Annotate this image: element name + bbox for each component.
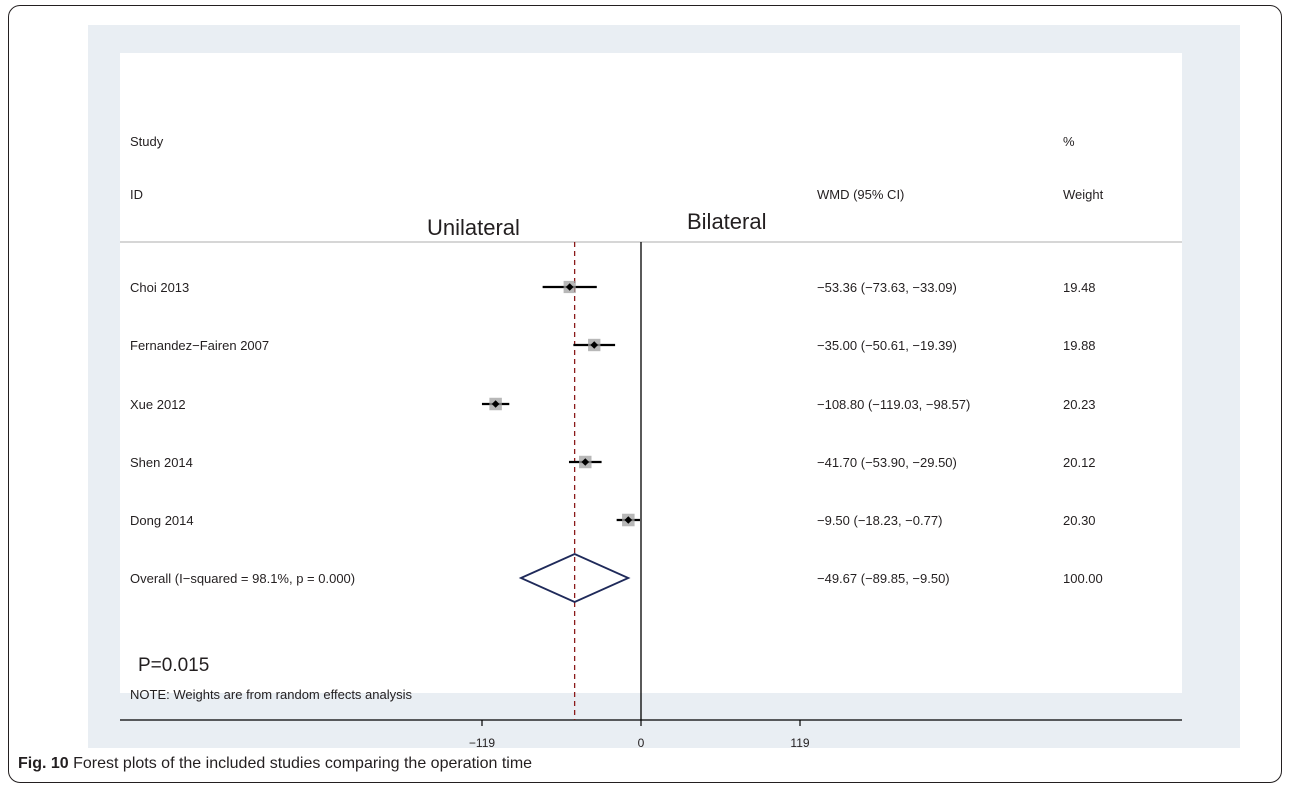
overall-diamond	[518, 553, 631, 603]
study-weight: 20.12	[1063, 455, 1096, 470]
header-study: Study	[130, 134, 164, 149]
study-ci-text: −41.70 (−53.90, −29.50)	[817, 455, 957, 470]
caption-label: Fig. 10	[18, 755, 69, 772]
study-point-marker	[491, 400, 500, 408]
study-weight: 19.48	[1063, 280, 1096, 295]
left-group-label: Unilateral	[427, 215, 520, 240]
header-effect: WMD (95% CI)	[817, 187, 904, 202]
study-name: Shen 2014	[130, 455, 193, 470]
study-point-marker	[624, 516, 633, 524]
header-weight: Weight	[1063, 187, 1104, 202]
study-ci-text: −9.50 (−18.23, −0.77)	[817, 513, 942, 528]
header-id: ID	[130, 187, 143, 202]
overall-weight: 100.00	[1063, 571, 1103, 586]
study-name: Xue 2012	[130, 397, 186, 412]
x-tick-label: −119	[469, 736, 495, 750]
p-value-annotation: P=0.015	[138, 655, 209, 676]
study-point-marker	[565, 283, 574, 291]
x-tick-label: 119	[790, 736, 809, 750]
overall-label: Overall (I−squared = 98.1%, p = 0.000)	[130, 571, 355, 586]
plot-panel	[120, 53, 1182, 693]
study-ci-text: −108.80 (−119.03, −98.57)	[817, 397, 970, 412]
study-name: Fernandez−Fairen 2007	[130, 338, 269, 353]
study-weight: 20.23	[1063, 397, 1096, 412]
figure-caption: Fig. 10 Forest plots of the included stu…	[18, 755, 532, 773]
overall-ci-text: −49.67 (−89.85, −9.50)	[817, 571, 950, 586]
right-group-label: Bilateral	[687, 209, 766, 234]
weights-note: NOTE: Weights are from random effects an…	[130, 687, 413, 702]
study-point-marker	[581, 458, 590, 466]
study-name: Choi 2013	[130, 280, 189, 295]
study-weight: 19.88	[1063, 338, 1096, 353]
x-tick-label: 0	[638, 736, 645, 750]
header-percent: %	[1063, 134, 1075, 149]
study-ci-text: −53.36 (−73.63, −33.09)	[817, 280, 957, 295]
study-ci-text: −35.00 (−50.61, −19.39)	[817, 338, 957, 353]
study-weight: 20.30	[1063, 513, 1096, 528]
study-name: Dong 2014	[130, 513, 194, 528]
caption-text: Forest plots of the included studies com…	[68, 755, 533, 772]
figure-frame	[8, 5, 1282, 783]
study-point-marker	[590, 341, 599, 349]
